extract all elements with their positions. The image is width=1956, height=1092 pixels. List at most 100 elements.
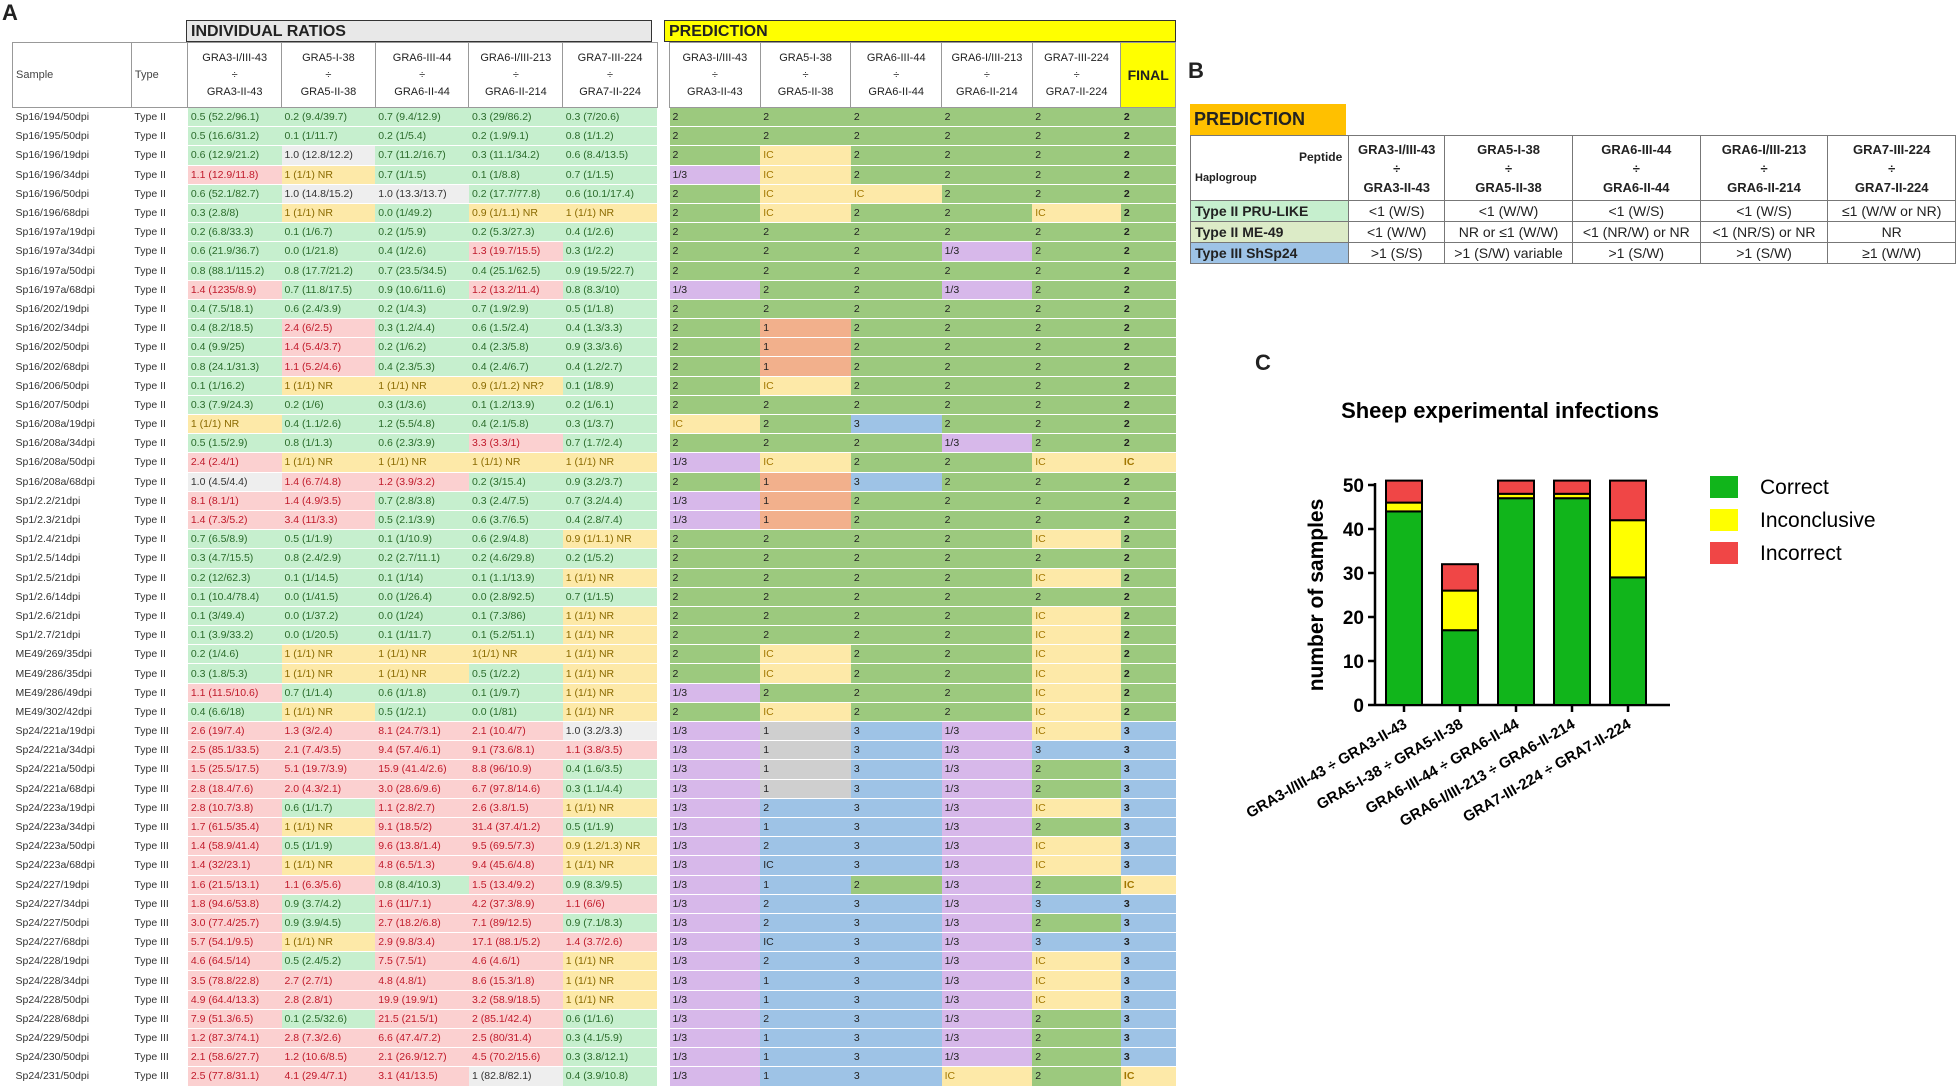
- sample-cell: Sp24/227/19dpi: [12, 875, 132, 895]
- sample-cell: Sp16/202/34dpi: [12, 318, 132, 339]
- prediction-cell: 3: [850, 1047, 942, 1068]
- sample-cell: Sp24/221a/68dpi: [12, 779, 132, 799]
- ratio-cell: 2.7 (18.2/6.8): [375, 913, 469, 934]
- prediction-cell: IC: [760, 452, 851, 473]
- gap-cell: [657, 184, 670, 204]
- rules-header-1: GRA3-I/III-43 ÷ GRA3-II-43: [1348, 135, 1446, 201]
- ratio-cell: 1.4 (6.7/4.8): [281, 472, 376, 492]
- ratio-cell: 0.9 (1/1.2) NR?: [468, 376, 563, 396]
- table-row: Sp24/228/19dpi Type III 4.6 (64.5/14) 0.5 (…: [12, 951, 1176, 972]
- ratio-cell: 0.1 (10.4/78.4): [187, 587, 282, 607]
- prediction-cell: 1/3: [941, 836, 1033, 857]
- ratio-cell: 8.6 (15.3/1.8): [468, 970, 563, 991]
- ratio-cell: 1 (1/1) NR: [281, 165, 376, 185]
- ratio-cell: 1 (1/1) NR: [562, 452, 658, 473]
- ratio-cell: 0.7 (3.2/4.4): [562, 491, 658, 511]
- final-cell: 2: [1120, 280, 1176, 300]
- type-cell: Type II: [131, 491, 188, 511]
- gap-cell: [657, 165, 670, 185]
- sample-cell: Sp24/228/50dpi: [12, 990, 132, 1010]
- ratio-cell: 0.3 (4.1/5.9): [562, 1028, 658, 1049]
- prediction-cell: 2: [850, 568, 942, 588]
- prediction-cell: 2: [760, 606, 851, 627]
- panel-letter-a: A: [2, 0, 18, 25]
- ratio-cell: 1 (1/1) NR: [562, 855, 658, 876]
- ratio-cell: 9.6 (13.8/1.4): [375, 836, 469, 857]
- rules-row-me49: Type II ME-49 <1 (W/W) NR or ≤1 (W/W) <1…: [1189, 221, 1956, 243]
- prediction-cell: IC: [760, 376, 851, 396]
- type-cell: Type II: [131, 107, 188, 128]
- ratio-cell: 0.2 (1/5.2): [562, 548, 658, 569]
- ratio-cell: 0.4 (2.1/5.8): [468, 414, 563, 435]
- ratio-cell: 4.6 (4.6/1): [468, 951, 563, 972]
- ratio-cell: 1 (1/1) NR: [562, 644, 658, 665]
- prediction-cell: 3: [850, 951, 942, 972]
- ratio-cell: 0.4 (2.4/6.7): [468, 356, 563, 377]
- prediction-cell: 1: [760, 970, 851, 991]
- prediction-cell: IC: [760, 932, 851, 953]
- final-cell: 3: [1120, 817, 1176, 838]
- sample-cell: Sp24/227/50dpi: [12, 913, 132, 934]
- ratio-cell: 1.1 (11.5/10.6): [187, 683, 282, 703]
- prediction-cell: 1: [760, 491, 851, 511]
- ratio-cell: 1 (1/1) NR: [562, 683, 658, 703]
- table-row: Sp16/202/34dpi Type II 0.4 (8.2/18.5) 2.4 (…: [12, 318, 1176, 339]
- prediction-cell: 1/3: [669, 990, 761, 1010]
- bar-segment: [1385, 510, 1423, 706]
- prediction-cell: 3: [850, 779, 942, 799]
- ratio-cell: 0.7 (11.2/16.7): [375, 145, 469, 166]
- prediction-cell: 2: [941, 472, 1033, 492]
- ratio-cell: 4.6 (64.5/14): [187, 951, 282, 972]
- type-cell: Type II: [131, 452, 188, 473]
- ratio-header-4: GRA6-I/III-213 ÷ GRA6-II-214: [468, 42, 564, 108]
- prediction-cell: 3: [850, 1066, 942, 1087]
- ratio-cell: 2.4 (2.4/1): [187, 452, 282, 473]
- final-cell: 2: [1120, 587, 1176, 607]
- prediction-cell: 2: [850, 299, 942, 320]
- gap-cell: [657, 798, 670, 818]
- ratio-cell: 0.3 (1.1/4.4): [562, 779, 658, 799]
- legend-label: Inconclusive: [1760, 509, 1876, 532]
- ratio-cell: 0.9 (19.5/22.7): [562, 261, 658, 281]
- prediction-cell: 2: [850, 356, 942, 377]
- final-cell: 3: [1120, 990, 1176, 1010]
- sample-cell: Sp24/223a/68dpi: [12, 855, 132, 876]
- ratio-cell: 1.2 (10.6/8.5): [281, 1047, 376, 1068]
- type-cell: Type II: [131, 184, 188, 204]
- ratio-cell: 2.9 (9.8/3.4): [375, 932, 469, 953]
- ratio-cell: 1.1 (2.8/2.7): [375, 798, 469, 818]
- peptide-label: Peptide: [1298, 150, 1343, 164]
- ratio-cell: 0.4 (3.9/10.8): [562, 1066, 658, 1087]
- ratio-cell: 2.8 (7.3/2.6): [281, 1028, 376, 1049]
- prediction-cell: 1/3: [941, 798, 1033, 818]
- ratio-cell: 2.1 (58.6/27.7): [187, 1047, 282, 1068]
- ratio-cell: 1 (1/1) NR: [562, 798, 658, 818]
- ratio-cell: 0.2 (4.6/29.8): [468, 548, 563, 569]
- type-cell: Type II: [131, 548, 188, 569]
- sample-cell: Sp24/228/19dpi: [12, 951, 132, 972]
- prediction-cell: IC: [850, 184, 942, 204]
- ratio-cell: 1.2 (5.5/4.8): [375, 414, 469, 435]
- prediction-cell: 2: [1032, 337, 1121, 358]
- rules-header-4: GRA6-I/III-213 ÷ GRA6-II-214: [1699, 135, 1829, 201]
- prediction-cell: 3: [850, 970, 942, 991]
- table-row: Sp16/194/50dpi Type II 0.5 (52.2/96.1) 0.2 …: [12, 107, 1176, 128]
- prediction-cell: 2: [941, 126, 1033, 147]
- table-header-row: Sample Type GRA3-I/III-43 ÷ GRA3-II-43 GRA…: [12, 42, 1176, 108]
- prediction-cell: 1/3: [669, 970, 761, 991]
- ratio-cell: 0.4 (1.2/2.7): [562, 356, 658, 377]
- type-cell: Type III: [131, 990, 188, 1010]
- ratio-cell: 0.5 (1/1.9): [281, 836, 376, 857]
- prediction-cell: 2: [941, 107, 1033, 128]
- ratio-cell: 2.1 (26.9/12.7): [375, 1047, 469, 1068]
- prediction-cell: IC: [1032, 452, 1121, 473]
- prediction-cell: 2: [669, 529, 761, 550]
- gap-cell: [657, 779, 670, 799]
- final-cell: 2: [1120, 491, 1176, 511]
- table-row: Sp24/227/34dpi Type III 1.8 (94.6/53.8) 0.9…: [12, 894, 1176, 914]
- y-tick-label: 30: [1343, 564, 1364, 585]
- type-cell: Type II: [131, 337, 188, 358]
- ratio-cell: 1.1 (3.8/3.5): [562, 740, 658, 761]
- prediction-cell: 1/3: [669, 836, 761, 857]
- y-tick-label: 20: [1343, 608, 1364, 629]
